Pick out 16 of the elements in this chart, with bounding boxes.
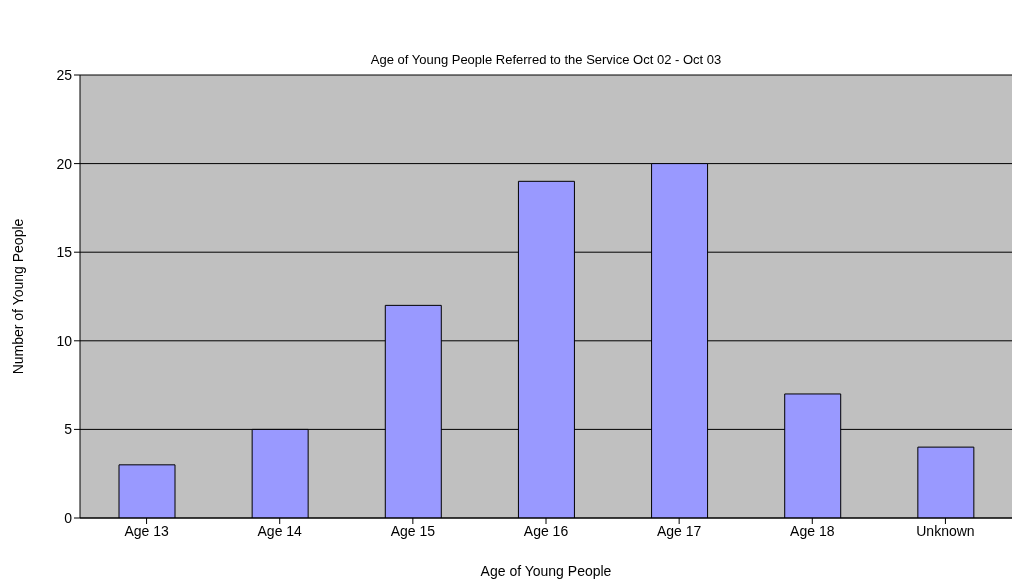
x-tick-label: Unknown xyxy=(916,522,975,539)
y-tick-label: 0 xyxy=(64,509,73,526)
y-tick-label: 20 xyxy=(56,155,73,172)
y-axis-title: Number of Young People xyxy=(9,218,26,375)
y-tick-label: 10 xyxy=(56,332,73,349)
y-tick-label: 15 xyxy=(56,244,73,261)
x-tick-label: Age 13 xyxy=(124,522,169,539)
x-tick-label: Age 18 xyxy=(790,522,835,539)
x-axis-title: Age of Young People xyxy=(480,563,612,579)
y-tick-label: 5 xyxy=(64,421,73,438)
x-tick-label: Age 14 xyxy=(257,522,303,539)
y-tick-label: 25 xyxy=(56,66,73,83)
x-tick-label: Age 17 xyxy=(656,522,702,539)
chart-title: Age of Young People Referred to the Service Oct 02 - Oct 03 xyxy=(369,52,723,67)
x-tick-label: Age 16 xyxy=(523,522,569,539)
x-tick-label: Age 15 xyxy=(390,522,436,539)
